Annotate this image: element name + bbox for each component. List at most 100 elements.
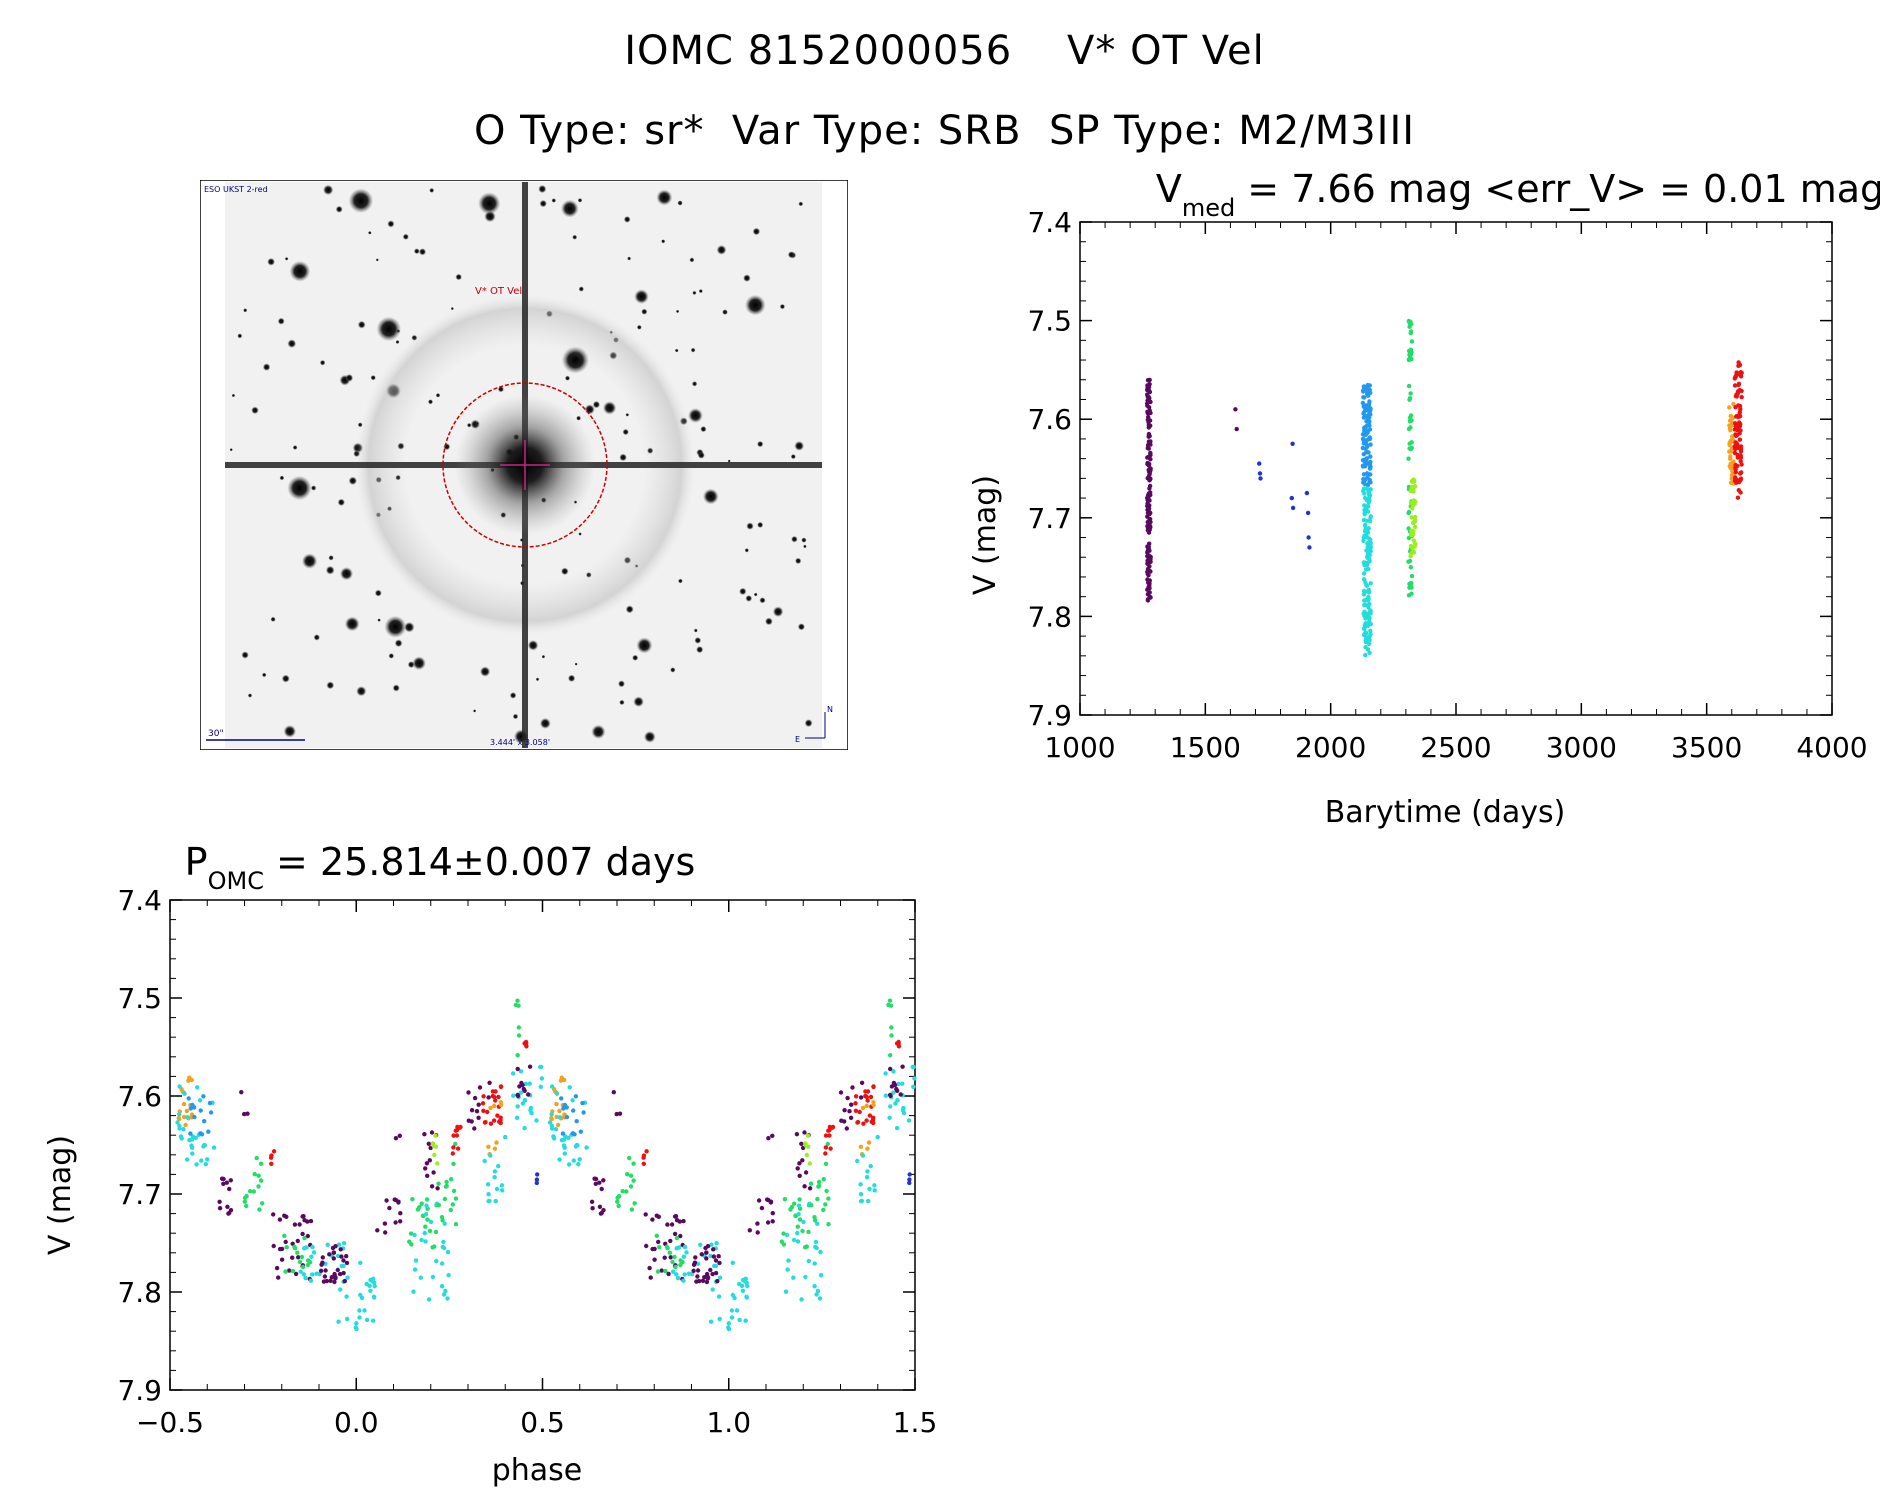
ph-point-purple (713, 1258, 719, 1263)
ph-point-green (257, 1207, 262, 1212)
lc-point-purple (1145, 566, 1151, 572)
ph-point-cyan (681, 1278, 686, 1283)
lc-point-purple (1147, 442, 1152, 447)
ph-point-purple (617, 1111, 623, 1116)
ph-point-cyan (785, 1267, 790, 1272)
lc-point-purple (1146, 395, 1151, 400)
ph-point-cyan (539, 1076, 545, 1081)
ph-point-cyan (309, 1254, 314, 1259)
ph-point-cyan (189, 1143, 194, 1148)
field-star (801, 537, 807, 543)
ph-point-cyan (682, 1272, 687, 1277)
ph-point-cyan (814, 1245, 819, 1251)
lc-point-red (1733, 443, 1738, 448)
lc-point-green (1407, 324, 1412, 329)
ph-point-green (244, 1203, 249, 1209)
ph-point-cyan (325, 1242, 330, 1247)
ph-point-orange (184, 1108, 190, 1114)
ph-point-green (451, 1188, 457, 1194)
ph-point-green (628, 1184, 634, 1189)
ph-point-green (628, 1173, 634, 1178)
ph-point-cyan (858, 1182, 863, 1187)
ph-point-cyan (891, 1069, 896, 1074)
lc-point-purple (1145, 587, 1150, 592)
ph-point-green (427, 1228, 433, 1234)
ph-point-purple (519, 1080, 524, 1086)
ph-point-purple (794, 1132, 800, 1137)
ph-point-cyan (367, 1283, 372, 1288)
field-star (689, 257, 695, 263)
ph-point-purple (221, 1181, 226, 1186)
ph-point-cyan (413, 1258, 419, 1263)
ph-point-purple (765, 1197, 770, 1202)
ph-point-green (824, 1188, 829, 1194)
field-star (429, 187, 435, 193)
lc-point-green (1408, 565, 1413, 570)
ph-point-lightblue (559, 1096, 564, 1101)
ph-point-cyan (553, 1127, 559, 1132)
ph-point-green (516, 1033, 522, 1038)
lc-ytick-label: 7.6 (1027, 403, 1072, 436)
ph-point-purple (341, 1258, 346, 1263)
lc-point-red (1737, 362, 1743, 368)
lc-point-purple (1148, 476, 1153, 481)
ph-point-cyan (538, 1064, 543, 1070)
ph-point-purple (330, 1245, 336, 1251)
ph-point-purple (398, 1211, 403, 1216)
ph-point-cyan (864, 1175, 870, 1180)
ph-point-cyan (199, 1158, 204, 1163)
lc-point-red (1735, 495, 1741, 500)
light-curve-chart: Vmed = 7.66 mag <err_V> = 0.01 mag 7.47.… (968, 172, 1880, 830)
ph-point-purple (239, 1090, 244, 1095)
ph-point-purple (598, 1211, 604, 1216)
lc-point-purple (1147, 595, 1152, 601)
ph-point-purple (705, 1273, 710, 1279)
figure-title-line1: IOMC 8152000056 V* OT Vel (624, 28, 1265, 74)
ph-point-cyan (434, 1258, 439, 1264)
field-star (392, 684, 400, 692)
ph-point-lightblue (192, 1105, 197, 1110)
lc-point-orange (1729, 449, 1734, 454)
lc-point-green (1407, 396, 1413, 401)
ph-point-green (453, 1222, 459, 1227)
ph-point-cyan (576, 1162, 581, 1167)
ph-point-purple (396, 1200, 401, 1205)
lc-point-lightblue (1366, 437, 1371, 442)
ph-point-green (513, 1002, 519, 1008)
lc-point-orange (1727, 405, 1732, 410)
ph-point-purple (217, 1206, 223, 1211)
ph-point-green (795, 1224, 800, 1229)
ph-point-purple (515, 1092, 520, 1098)
field-star (287, 339, 297, 348)
field-star (692, 290, 697, 295)
ph-point-purple (695, 1268, 701, 1273)
lc-point-orange (1727, 426, 1733, 431)
ph-point-purple (526, 1092, 531, 1097)
ph-point-green (667, 1250, 672, 1255)
field-star (261, 672, 267, 678)
phase-chart: POMC = 25.814±0.007 days 7.4 7.5 7.6 7.7 7.8… (43, 840, 937, 1488)
ph-point-purple (770, 1211, 775, 1216)
ph-point-green (448, 1207, 453, 1213)
ph-point-purple (691, 1268, 696, 1273)
ph-point-green (629, 1207, 635, 1212)
ph-point-cyan (549, 1126, 555, 1131)
ph-point-green (800, 1228, 805, 1234)
lc-xtick-label: 2000 (1295, 731, 1366, 764)
ph-point-cyan (866, 1198, 871, 1204)
ph-point-cyan (708, 1253, 713, 1259)
ph-point-cyan (364, 1317, 370, 1323)
field-star (691, 381, 698, 387)
ph-point-cyan (428, 1219, 434, 1225)
ph-point-red (644, 1149, 649, 1154)
ph-point-cyan (813, 1239, 819, 1245)
field-star (328, 555, 334, 561)
lc-point-yellowgreen (1412, 514, 1418, 520)
ph-point-green (812, 1215, 817, 1220)
lc-point-lightblue (1368, 442, 1373, 447)
ph-point-red (485, 1109, 490, 1115)
ph-point-cyan (818, 1249, 823, 1255)
ph-point-lightblue (570, 1131, 576, 1136)
ph-point-green (408, 1231, 414, 1236)
ph-point-cyan (341, 1241, 347, 1246)
